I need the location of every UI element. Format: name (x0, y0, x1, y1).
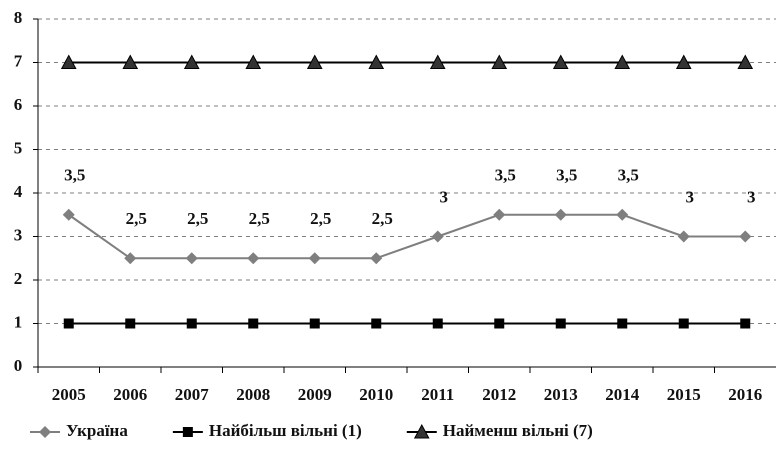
y-tick-label: 3 (14, 225, 23, 244)
point (737, 54, 754, 69)
data-label: 3,5 (64, 166, 85, 185)
legend-marker (39, 426, 51, 438)
point (186, 318, 197, 329)
point (431, 230, 444, 243)
point (309, 318, 320, 329)
x-tick-label: 2016 (728, 385, 762, 404)
point (185, 252, 198, 265)
point (122, 54, 139, 69)
legend-label: Найбільш вільні (1) (209, 421, 362, 440)
point (248, 318, 259, 329)
data-label: 3,5 (556, 166, 577, 185)
point (183, 54, 200, 69)
point (678, 318, 689, 329)
data-label: 3,5 (495, 166, 516, 185)
x-tick-label: 2007 (175, 385, 210, 404)
point (614, 54, 631, 69)
x-tick-label: 2011 (421, 385, 454, 404)
y-tick-label: 6 (14, 95, 23, 114)
point (494, 318, 505, 329)
point (616, 208, 629, 221)
data-label: 3 (686, 187, 695, 206)
point (429, 54, 446, 69)
point (740, 318, 751, 329)
y-tick-label: 0 (14, 356, 23, 375)
y-tick-label: 4 (14, 182, 23, 201)
y-tick-label: 2 (14, 269, 23, 288)
point (124, 252, 137, 265)
legend-label: Найменш вільні (7) (443, 421, 593, 440)
data-label: 2,5 (372, 209, 393, 228)
point (677, 230, 690, 243)
y-tick-label: 7 (14, 51, 23, 70)
point (554, 208, 567, 221)
data-label: 3,5 (618, 166, 639, 185)
y-tick-label: 5 (14, 138, 23, 157)
y-tick-label: 1 (14, 312, 23, 331)
data-label: 2,5 (187, 209, 208, 228)
point (432, 318, 443, 329)
data-label: 3 (747, 187, 756, 206)
data-label: 2,5 (310, 209, 331, 228)
point (370, 252, 383, 265)
point (60, 54, 77, 69)
point (62, 208, 75, 221)
point (675, 54, 692, 69)
point (491, 54, 508, 69)
legend-label: Україна (66, 421, 128, 440)
x-tick-label: 2005 (52, 385, 86, 404)
point (368, 54, 385, 69)
point (617, 318, 628, 329)
data-label: 3 (440, 187, 449, 206)
point (555, 318, 566, 329)
x-tick-label: 2014 (605, 385, 640, 404)
point (493, 208, 506, 221)
point (306, 54, 323, 69)
data-label: 2,5 (249, 209, 270, 228)
point (245, 54, 262, 69)
y-tick-label: 8 (14, 8, 23, 27)
point (125, 318, 136, 329)
point (247, 252, 260, 265)
x-tick-label: 2006 (113, 385, 147, 404)
legend-marker (182, 427, 193, 437)
series-line (68, 213, 746, 260)
point (739, 230, 752, 243)
point (308, 252, 321, 265)
x-tick-label: 2009 (298, 385, 332, 404)
x-tick-label: 2013 (544, 385, 578, 404)
point (63, 318, 74, 329)
legend-marker (413, 423, 430, 439)
point (552, 54, 569, 69)
point (371, 318, 382, 329)
x-tick-label: 2010 (359, 385, 393, 404)
x-tick-label: 2015 (667, 385, 701, 404)
data-label: 2,5 (126, 209, 147, 228)
x-tick-label: 2008 (236, 385, 270, 404)
x-tick-label: 2012 (482, 385, 516, 404)
